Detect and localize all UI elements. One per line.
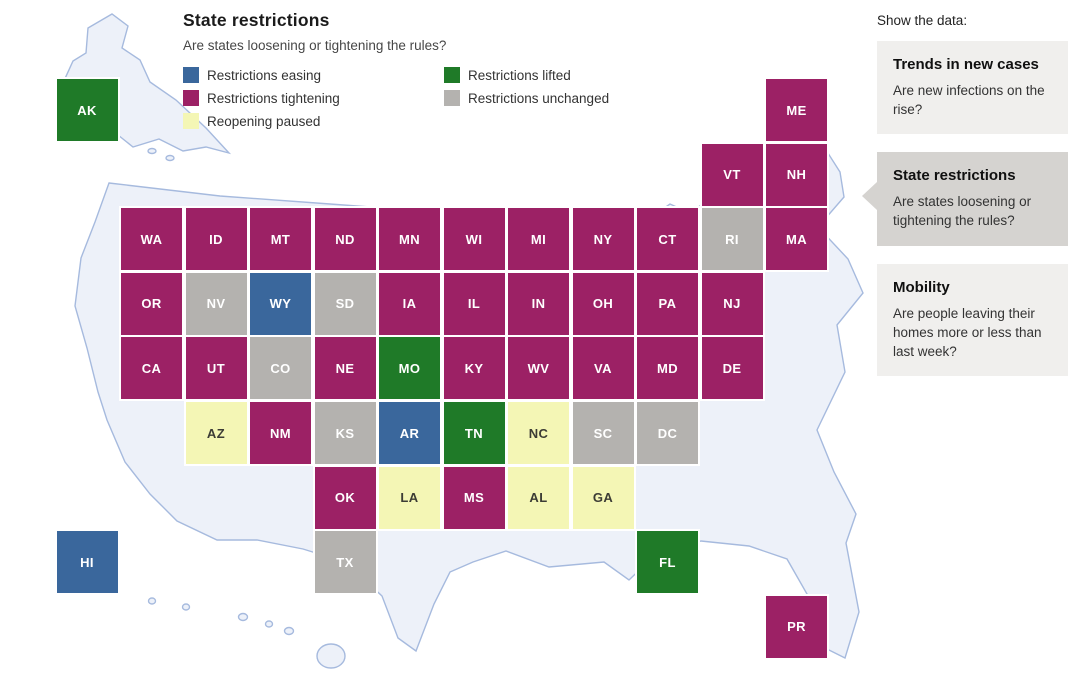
state-tile-nj[interactable]: NJ [701, 272, 763, 335]
legend-item-tightening: Restrictions tightening [183, 90, 340, 106]
state-tile-fl[interactable]: FL [637, 531, 698, 594]
legend-column-2: Restrictions lifted Restrictions unchang… [444, 67, 609, 113]
legend-swatch-lifted [444, 67, 460, 83]
state-tile-mn[interactable]: MN [379, 208, 440, 271]
legend-label-paused: Reopening paused [207, 113, 321, 129]
state-tile-al[interactable]: AL [508, 466, 569, 529]
state-tile-or[interactable]: OR [121, 272, 182, 335]
legend-item-paused: Reopening paused [183, 113, 340, 129]
hawaii-island [264, 620, 274, 628]
state-tile-dc[interactable]: DC [637, 402, 698, 464]
state-tile-ma[interactable]: MA [766, 208, 827, 271]
state-tile-oh[interactable]: OH [572, 272, 634, 335]
title-block: State restrictions Are states loosening … [183, 10, 446, 53]
hawaii-island [181, 603, 191, 611]
legend-label-easing: Restrictions easing [207, 67, 322, 83]
state-tile-id[interactable]: ID [185, 208, 247, 271]
card-body: Are people leaving their homes more or l… [893, 305, 1042, 359]
state-tile-ut[interactable]: UT [185, 337, 247, 400]
legend-item-lifted: Restrictions lifted [444, 67, 609, 83]
state-tile-ri[interactable]: RI [701, 208, 763, 271]
card-mobility[interactable]: Mobility Are people leaving their homes … [877, 263, 1068, 377]
state-tile-ky[interactable]: KY [443, 337, 505, 400]
card-trends-in-new-cases[interactable]: Trends in new cases Are new infections o… [877, 41, 1068, 135]
state-tile-in[interactable]: IN [508, 272, 569, 335]
hawaii-island [283, 626, 295, 636]
state-tile-wv[interactable]: WV [508, 337, 569, 400]
state-tile-mi[interactable]: MI [508, 208, 569, 271]
state-tile-il[interactable]: IL [443, 272, 505, 335]
hawaii-island [237, 612, 249, 622]
legend-label-lifted: Restrictions lifted [468, 67, 571, 83]
page-title: State restrictions [183, 10, 330, 30]
state-tile-ks[interactable]: KS [314, 402, 376, 464]
state-tile-wy[interactable]: WY [250, 272, 311, 335]
legend-item-unchanged: Restrictions unchanged [444, 90, 609, 106]
aleutian-island [165, 154, 175, 162]
card-title: Trends in new cases [893, 56, 1039, 73]
legend-label-unchanged: Restrictions unchanged [468, 90, 610, 106]
legend-swatch-easing [183, 67, 199, 83]
state-tile-ga[interactable]: GA [572, 466, 634, 529]
state-tile-md[interactable]: MD [637, 337, 698, 400]
state-tile-de[interactable]: DE [701, 337, 763, 400]
state-tile-wi[interactable]: WI [443, 208, 505, 271]
state-tile-mo[interactable]: MO [379, 337, 440, 400]
card-title: State restrictions [893, 167, 1016, 185]
legend-swatch-unchanged [444, 90, 460, 106]
legend-column-1: Restrictions easing Restrictions tighten… [183, 67, 340, 136]
state-tile-nd[interactable]: ND [314, 208, 376, 271]
state-tile-co[interactable]: CO [250, 337, 311, 400]
selected-card-arrow [862, 182, 877, 211]
state-tile-me[interactable]: ME [766, 79, 827, 141]
state-tile-pa[interactable]: PA [637, 272, 698, 335]
state-tile-az[interactable]: AZ [185, 402, 247, 464]
state-tile-tn[interactable]: TN [443, 402, 505, 464]
card-state-restrictions[interactable]: State restrictions Are states loosening … [862, 152, 1068, 246]
state-tile-nm[interactable]: NM [250, 402, 311, 464]
state-tile-sd[interactable]: SD [314, 272, 376, 335]
card-title: Mobility [893, 278, 950, 296]
state-tile-nv[interactable]: NV [185, 272, 247, 335]
state-tile-nh[interactable]: NH [766, 143, 827, 206]
state-tile-pr[interactable]: PR [766, 595, 827, 658]
state-tile-hi[interactable]: HI [56, 531, 118, 594]
state-tile-ak[interactable]: AK [56, 79, 118, 141]
state-tile-ny[interactable]: NY [572, 208, 634, 271]
hawaii-island [147, 597, 157, 605]
state-tile-ia[interactable]: IA [379, 272, 440, 335]
aleutian-island [147, 147, 157, 155]
state-tile-tx[interactable]: TX [314, 531, 376, 594]
sidebar-label: Show the data: [877, 13, 968, 28]
state-tile-va[interactable]: VA [572, 337, 634, 400]
page-subtitle: Are states loosening or tightening the r… [183, 38, 447, 53]
state-tile-ms[interactable]: MS [443, 466, 505, 529]
legend-item-easing: Restrictions easing [183, 67, 340, 83]
state-tile-sc[interactable]: SC [572, 402, 634, 464]
state-tile-ne[interactable]: NE [314, 337, 376, 400]
state-tile-la[interactable]: LA [379, 466, 440, 529]
legend-label-tightening: Restrictions tightening [207, 90, 340, 106]
card-body: Are new infections on the rise? [893, 83, 1045, 118]
state-tile-nc[interactable]: NC [508, 402, 569, 464]
state-tile-wa[interactable]: WA [121, 208, 182, 271]
state-tile-mt[interactable]: MT [250, 208, 311, 271]
state-tile-ar[interactable]: AR [379, 402, 440, 464]
data-selector-sidebar: Show the data: Trends in new cases Are n… [862, 13, 1068, 394]
card-body: Are states loosening or tightening the r… [893, 194, 1032, 229]
hawaii-big-island [316, 643, 346, 669]
legend-swatch-paused [183, 113, 199, 129]
state-tile-ok[interactable]: OK [314, 466, 376, 529]
state-tile-ca[interactable]: CA [121, 337, 182, 400]
state-tile-vt[interactable]: VT [701, 143, 763, 206]
state-tile-ct[interactable]: CT [637, 208, 698, 271]
legend-swatch-tightening [183, 90, 199, 106]
